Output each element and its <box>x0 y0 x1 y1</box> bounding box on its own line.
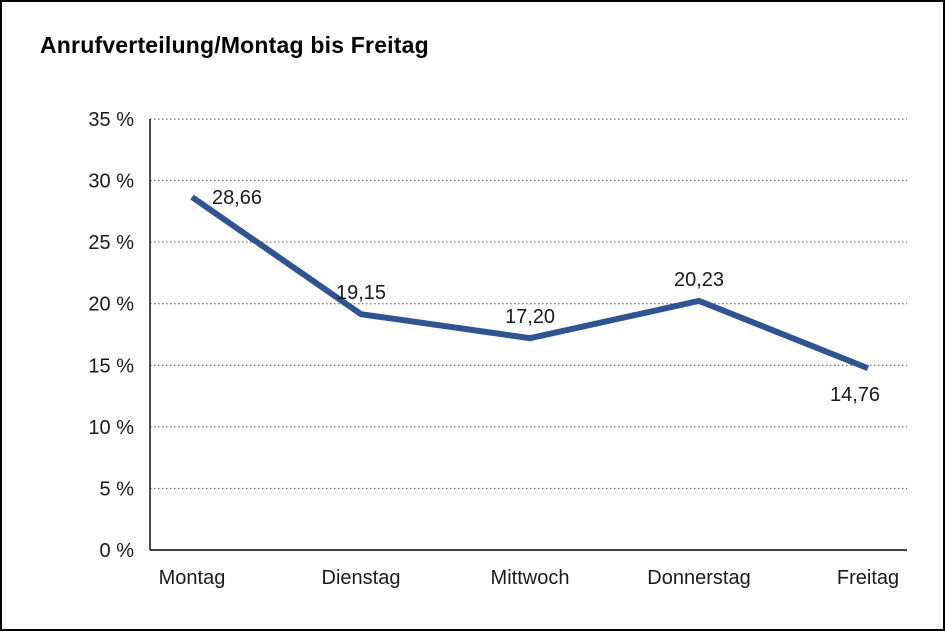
y-tick-label: 15 % <box>88 355 134 377</box>
y-tick-label: 5 % <box>100 478 135 500</box>
data-point-label: 17,20 <box>505 306 555 328</box>
y-tick-label: 25 % <box>88 232 134 254</box>
y-tick-label: 30 % <box>88 171 134 193</box>
y-tick-label: 35 % <box>88 109 134 131</box>
x-category-label: Freitag <box>837 567 899 589</box>
data-point-label: 20,23 <box>674 269 724 291</box>
data-point-label: 19,15 <box>336 282 386 304</box>
data-point-label: 14,76 <box>830 384 880 406</box>
x-category-label: Donnerstag <box>647 567 750 589</box>
x-category-label: Mittwoch <box>491 567 570 589</box>
x-category-label: Dienstag <box>322 567 401 589</box>
chart-title: Anrufverteilung/Montag bis Freitag <box>40 32 429 58</box>
y-tick-label: 0 % <box>100 540 135 562</box>
series-line <box>190 194 870 372</box>
y-tick-label: 10 % <box>88 417 134 439</box>
y-tick-label: 20 % <box>88 294 134 316</box>
x-category-label: Montag <box>159 567 226 589</box>
data-point-label: 28,66 <box>212 187 262 209</box>
